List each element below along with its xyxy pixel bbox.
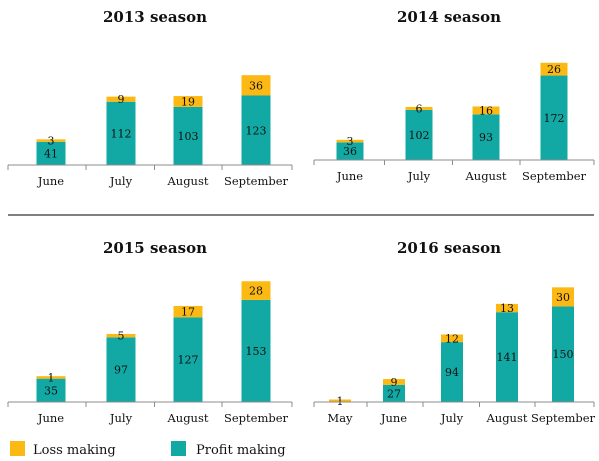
data-label-profit: 112 xyxy=(111,127,132,140)
bar-loss-september xyxy=(540,62,568,76)
chart-title: 2015 season xyxy=(103,239,207,257)
data-label-loss: 1 xyxy=(337,395,344,408)
data-label-loss: 9 xyxy=(391,376,398,389)
bar-loss-july xyxy=(106,333,136,338)
bar-profit-july xyxy=(405,109,433,160)
bar-loss-august xyxy=(173,305,203,318)
data-label-profit: 93 xyxy=(479,131,493,144)
chart-panel-3: 2015 season 351 June 97 5 July 127 17 August 153 2… xyxy=(7,239,293,425)
x-tick-label: June xyxy=(37,174,64,188)
legend-label-loss: Loss making xyxy=(33,443,116,458)
data-label-profit: 94 xyxy=(445,366,459,379)
data-label-loss: 5 xyxy=(118,330,125,343)
data-label-loss: 3 xyxy=(347,135,354,148)
data-label-loss: 28 xyxy=(249,285,263,298)
bar-profit-june xyxy=(383,384,405,402)
data-label-profit: 27 xyxy=(387,387,401,400)
bar-profit-august xyxy=(472,114,500,160)
bar-profit-june xyxy=(336,142,364,160)
data-label-profit: 102 xyxy=(409,129,430,142)
x-tick-label: July xyxy=(109,174,133,188)
bar-profit-june xyxy=(36,141,66,165)
bar-loss-september xyxy=(552,287,574,307)
bar-profit-september xyxy=(241,299,271,402)
bar-loss-august xyxy=(173,96,203,107)
x-tick-label: June xyxy=(37,411,64,425)
data-label-loss: 1 xyxy=(48,371,55,384)
x-tick-label: July xyxy=(109,411,133,425)
bar-loss-june xyxy=(36,139,66,142)
bar-loss-july xyxy=(441,334,463,343)
x-tick-label: July xyxy=(440,411,464,425)
data-label-profit: 35 xyxy=(44,384,58,397)
x-tick-label: September xyxy=(224,174,289,188)
bar-profit-september xyxy=(540,75,568,160)
legend-swatch-profit xyxy=(171,441,186,456)
chart-panel-2: 2014 season 363 June 102 6 July 93 16 August 172 2… xyxy=(313,8,595,183)
chart-title: 2013 season xyxy=(103,8,207,26)
data-label-loss: 6 xyxy=(416,102,423,115)
legend-label-profit: Profit making xyxy=(196,443,286,458)
bar-loss-september xyxy=(241,75,271,96)
x-tick-label: September xyxy=(224,411,289,425)
data-label-profit: 41 xyxy=(44,147,58,160)
data-label-profit: 127 xyxy=(178,354,199,367)
bar-profit-august xyxy=(173,317,203,402)
data-label-profit: 36 xyxy=(343,145,357,158)
data-label-profit: 172 xyxy=(544,112,565,125)
bar-profit-july xyxy=(106,101,136,165)
bar-profit-july xyxy=(106,337,136,402)
data-label-profit: 103 xyxy=(178,130,199,143)
x-tick-label: July xyxy=(407,169,431,183)
bar-profit-september xyxy=(241,95,271,165)
data-label-loss: 26 xyxy=(547,63,561,76)
x-tick-label: May xyxy=(327,411,353,425)
data-label-loss: 13 xyxy=(500,302,514,315)
bar-profit-august xyxy=(496,312,518,402)
data-label-profit: 153 xyxy=(246,345,267,358)
bar-loss-august xyxy=(472,106,500,115)
data-label-loss: 17 xyxy=(181,306,195,319)
legend-swatch-loss xyxy=(10,441,25,456)
x-tick-label: August xyxy=(464,169,506,183)
data-label-loss: 19 xyxy=(181,95,195,108)
data-label-loss: 36 xyxy=(249,79,263,92)
legend: Loss making Profit making xyxy=(10,441,286,458)
chart-panel-1: 2013 season 413 June 112 9 July 103 19 August 123… xyxy=(7,8,293,188)
data-label-profit: 150 xyxy=(553,348,574,361)
bar-loss-june xyxy=(36,376,66,379)
data-label-loss: 9 xyxy=(118,93,125,106)
bar-profit-july xyxy=(441,342,463,402)
charts-group: 2013 season413June1129July10319August123… xyxy=(7,8,596,425)
bar-loss-may xyxy=(329,399,351,402)
data-label-loss: 12 xyxy=(445,332,459,345)
data-label-loss: 16 xyxy=(479,104,493,117)
bar-profit-september xyxy=(552,306,574,402)
bar-loss-june xyxy=(383,379,405,385)
data-label-profit: 141 xyxy=(497,351,518,364)
x-tick-label: June xyxy=(336,169,363,183)
x-tick-label: September xyxy=(531,411,596,425)
bar-loss-september xyxy=(241,281,271,300)
bar-loss-august xyxy=(496,303,518,313)
chart-panel-4: 2016 season 1 May 279 June 94 12 July 141 13 Augus… xyxy=(313,239,596,425)
bar-loss-july xyxy=(106,96,136,102)
bar-loss-july xyxy=(405,106,433,110)
x-tick-label: September xyxy=(522,169,587,183)
chart-title: 2016 season xyxy=(397,239,501,257)
x-tick-label: August xyxy=(166,174,208,188)
data-label-profit: 97 xyxy=(114,364,128,377)
x-tick-label: August xyxy=(485,411,527,425)
data-label-profit: 123 xyxy=(246,124,267,137)
x-tick-label: August xyxy=(166,411,208,425)
data-label-loss: 30 xyxy=(556,291,570,304)
bar-profit-august xyxy=(173,106,203,165)
data-label-loss: 3 xyxy=(48,135,55,148)
chart-title: 2014 season xyxy=(397,8,501,26)
bar-loss-june xyxy=(336,139,364,143)
bar-profit-june xyxy=(36,378,66,402)
x-tick-label: June xyxy=(380,411,407,425)
